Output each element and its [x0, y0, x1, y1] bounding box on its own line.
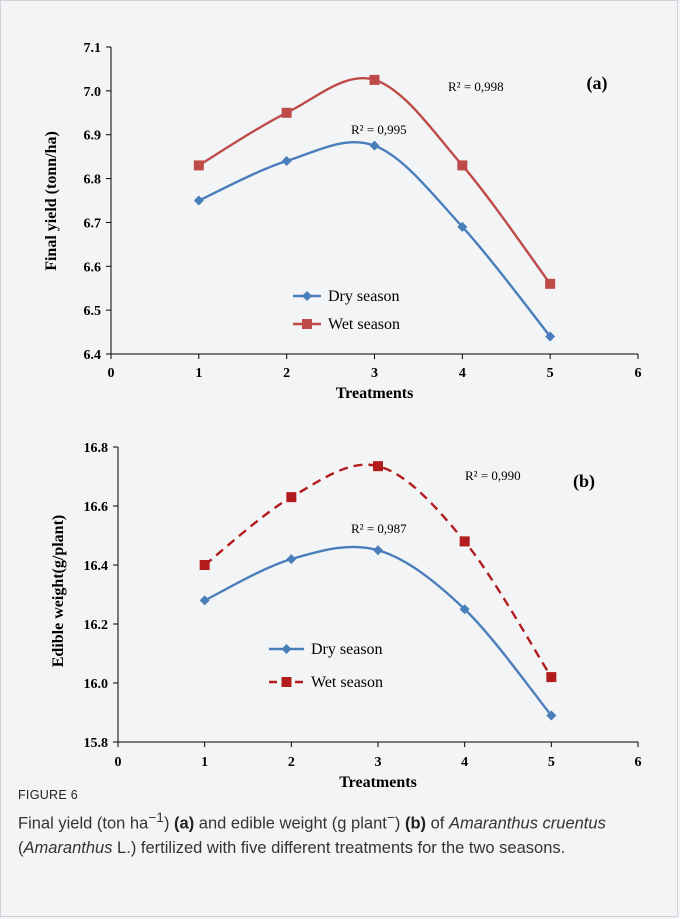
series-line-dry-season: [204, 545, 553, 717]
data-point-dry-season: [286, 554, 297, 565]
figure-label: FIGURE 6: [18, 788, 79, 802]
x-tick-label: 6: [635, 755, 642, 770]
figure-caption: Final yield (ton ha−1) (a) and edible we…: [18, 810, 606, 857]
y-tick-label: 6.9: [84, 129, 102, 144]
x-tick-label: 5: [548, 755, 555, 770]
legend-marker-wet-season: [302, 319, 312, 329]
data-point-dry-season: [373, 545, 383, 556]
figure-charts: 6.4 6.5 6.6 6.7 6.8 6.9 7.0 7.1 0 1 2 3 4 5 6 Treatment…: [43, 41, 642, 791]
y-tick-label: 16.2: [84, 618, 109, 633]
data-point-wet-season: [193, 160, 204, 171]
data-point-wet-season: [373, 461, 383, 472]
y-tick-label: 6.7: [84, 216, 102, 231]
legend-marker-dry-season: [302, 291, 312, 301]
x-tick-label: 3: [375, 755, 382, 770]
legend-label-dry-season: Dry season: [311, 641, 383, 658]
series-line-wet-season: [203, 463, 553, 678]
x-tick-label: 2: [283, 366, 290, 381]
data-point-wet-season: [199, 560, 210, 570]
legend-label-wet-season: Wet season: [311, 674, 383, 691]
x-tick-label: 1: [195, 366, 202, 381]
x-tick-label: 5: [547, 366, 554, 381]
y-tick-label: 6.5: [84, 304, 102, 319]
panel-label: (b): [573, 471, 595, 492]
y-axis-title: Final yield (tonn/ha): [43, 131, 60, 271]
y-tick-label: 7.1: [84, 41, 102, 56]
data-point-dry-season: [545, 331, 556, 342]
data-point-dry-season: [281, 156, 292, 167]
y-tick-label: 6.4: [84, 348, 102, 363]
y-tick-label: 6.8: [84, 173, 102, 188]
data-point-dry-season: [459, 604, 470, 615]
legend-marker-wet-season: [281, 677, 292, 687]
series-line-dry-season: [198, 140, 552, 338]
r-squared-dry-season: R² = 0,995: [351, 122, 407, 137]
panel-label: (a): [587, 73, 608, 94]
x-axis-title: Treatments: [339, 774, 417, 791]
y-axis-title: Edible weight(g/plant): [50, 515, 67, 667]
data-point-dry-season: [193, 195, 204, 206]
r-squared-wet-season: R² = 0,998: [448, 79, 504, 94]
chart-panel-b: 15.8 16.0 16.2 16.4 16.6 16.8 0 1 2 3 4 5 6 Treatment…: [50, 441, 642, 791]
x-tick-label: 3: [371, 366, 378, 381]
x-tick-label: 0: [108, 366, 115, 381]
x-tick-label: 6: [635, 366, 642, 381]
y-tick-label: 16.0: [84, 677, 109, 692]
data-point-wet-season: [546, 672, 557, 683]
y-tick-label: 7.0: [84, 85, 102, 100]
data-point-wet-season: [545, 278, 556, 289]
data-point-wet-season: [369, 74, 380, 85]
data-point-wet-season: [459, 536, 470, 547]
chart-panel-a: 6.4 6.5 6.6 6.7 6.8 6.9 7.0 7.1 0 1 2 3 4 5 6 Treatment…: [43, 41, 642, 402]
data-point-dry-season: [457, 221, 468, 232]
series-line-wet-season: [198, 77, 552, 285]
x-axis-title: Treatments: [336, 385, 414, 402]
data-point-dry-season: [199, 595, 210, 606]
data-point-dry-season: [369, 140, 380, 151]
x-tick-label: 1: [201, 755, 208, 770]
data-point-wet-season: [457, 160, 468, 171]
y-tick-label: 16.6: [84, 500, 109, 515]
legend-marker-dry-season: [281, 644, 292, 654]
r-squared-dry-season: R² = 0,987: [351, 521, 407, 536]
data-point-wet-season: [286, 492, 297, 503]
legend-label-wet-season: Wet season: [328, 316, 400, 333]
y-tick-label: 6.6: [84, 260, 102, 275]
x-tick-label: 0: [115, 755, 122, 770]
x-tick-label: 4: [459, 366, 466, 381]
x-tick-label: 2: [288, 755, 295, 770]
data-point-wet-season: [281, 107, 292, 118]
x-tick-label: 4: [461, 755, 468, 770]
y-tick-label: 16.8: [84, 441, 109, 456]
legend-label-dry-season: Dry season: [328, 288, 400, 305]
r-squared-wet-season: R² = 0,990: [465, 468, 521, 483]
y-tick-label: 15.8: [84, 736, 109, 751]
y-tick-label: 16.4: [84, 559, 109, 574]
data-point-dry-season: [546, 710, 557, 721]
